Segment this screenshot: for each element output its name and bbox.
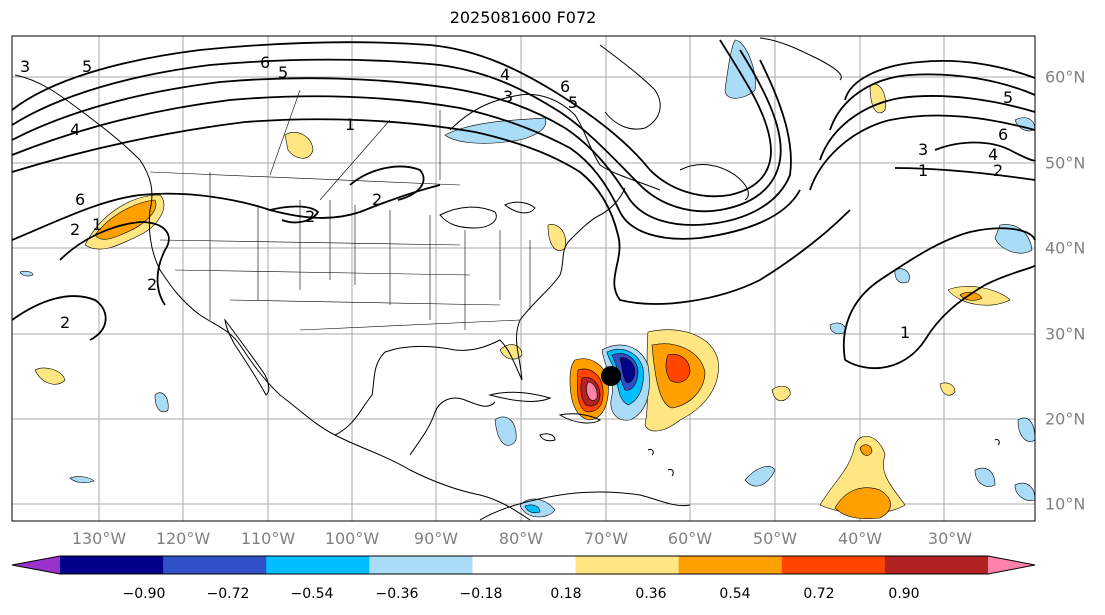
colorbar-tick-label: −0.90 — [122, 586, 166, 602]
contour-label-1j: 1 — [918, 161, 928, 180]
map-title: 2025081600 F072 — [449, 8, 597, 27]
contour-label-1i: 1 — [345, 115, 355, 134]
colorbar-cell — [369, 556, 473, 574]
lon-label-60w: 60°W — [667, 529, 713, 548]
contour-label-2j: 2 — [993, 161, 1003, 180]
contour-label-2d: 2 — [70, 220, 80, 239]
lon-label-90w: 90°W — [413, 529, 459, 548]
contour-label-2h: 2 — [372, 190, 382, 209]
contour-lines — [11, 39, 1036, 370]
colorbar-tick-label: 0.18 — [550, 586, 582, 602]
contour-label-6b: 6 — [560, 77, 570, 96]
contour-label-group: 6 5 4 3 6 5 3 5 4 6 2 1 2 2 2 2 1 1 3 2 … — [20, 53, 1013, 342]
contour-label-5b: 5 — [568, 93, 578, 112]
lat-label-20n: 20°N — [1045, 409, 1086, 429]
colorbar-cell — [575, 556, 680, 574]
political-borders — [149, 89, 531, 331]
colorbar-extend-high — [988, 556, 1035, 574]
colorbar-tick-label: 0.54 — [719, 586, 751, 602]
lon-label-130w: 130°W — [71, 529, 127, 548]
contour-label-1d: 1 — [92, 215, 102, 234]
contour-label-1k: 1 — [900, 323, 910, 342]
colorbar-cell — [884, 556, 989, 574]
colorbar-cell — [472, 556, 577, 574]
colorbar-cell — [678, 556, 783, 574]
colorbar-extend-low — [12, 556, 60, 574]
contour-label-3c: 3 — [20, 57, 30, 76]
lon-label-50w: 50°W — [752, 529, 798, 548]
contour-label-2g: 2 — [305, 207, 315, 226]
lat-label-40n: 40°N — [1045, 238, 1086, 258]
colorbar-cell — [781, 556, 886, 574]
lon-label-30w: 30°W — [927, 529, 973, 548]
colorbar-tick-label: 0.90 — [888, 586, 920, 602]
coastlines — [14, 37, 1000, 521]
colorbar-outline — [11, 555, 1036, 575]
contour-label-3: 3 — [503, 87, 513, 106]
map-frame — [11, 35, 1036, 522]
lat-label-60n: 60°N — [1045, 67, 1086, 87]
contour-label-6d: 6 — [75, 190, 85, 209]
contour-label-5j: 5 — [1003, 88, 1013, 107]
colorbar-tick-label: 0.72 — [803, 586, 835, 602]
colorbar-tick-label: 0.36 — [635, 586, 667, 602]
colorbar — [11, 555, 1036, 575]
colorbar-cell — [266, 556, 370, 574]
lon-label-70w: 70°W — [583, 529, 629, 548]
contour-label-5: 5 — [278, 63, 288, 82]
contour-label-2f: 2 — [60, 313, 70, 332]
contour-label-6: 6 — [260, 53, 270, 72]
contour-label-2e: 2 — [147, 275, 157, 294]
colorbar-tick-label: −0.18 — [459, 586, 503, 602]
contour-label-6j: 6 — [998, 125, 1008, 144]
lon-label-120w: 120°W — [155, 529, 211, 548]
lon-label-80w: 80°W — [498, 529, 544, 548]
contour-label-4: 4 — [500, 65, 510, 84]
lat-label-30n: 30°N — [1045, 324, 1086, 344]
colorbar-cell — [60, 556, 164, 574]
lat-label-50n: 50°N — [1045, 153, 1086, 173]
contour-label-5c: 5 — [82, 57, 92, 76]
colorbar-tick-label: −0.54 — [290, 586, 334, 602]
lon-label-40w: 40°W — [837, 529, 883, 548]
lon-label-100w: 100°W — [324, 529, 380, 548]
lat-label-10n: 10°N — [1045, 494, 1086, 514]
contour-label-4c: 4 — [70, 120, 80, 139]
colorbar-tick-label: −0.72 — [206, 586, 250, 602]
colorbar-cell — [163, 556, 267, 574]
lon-label-110w: 110°W — [240, 529, 296, 548]
storm-center-marker — [601, 366, 621, 386]
contour-label-4j: 4 — [988, 145, 998, 164]
contour-label-3j: 3 — [918, 140, 928, 159]
colorbar-tick-label: −0.36 — [375, 586, 419, 602]
